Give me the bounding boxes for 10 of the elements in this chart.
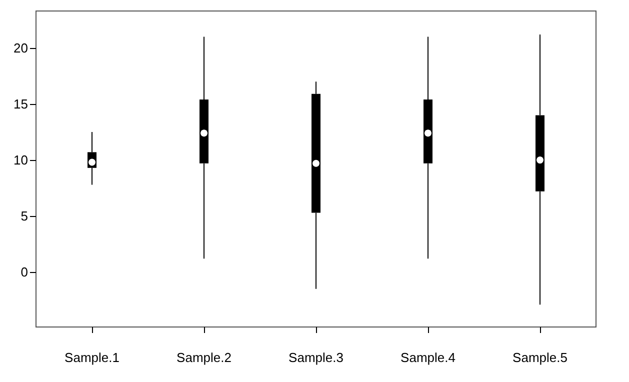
x-tick-label: Sample.4	[400, 350, 456, 365]
y-tick-label: 5	[20, 208, 28, 224]
y-tick-label: 20	[14, 40, 28, 56]
y-tick-label: 0	[20, 264, 28, 280]
y-tick-label: 10	[14, 152, 28, 168]
x-tick-label: Sample.5	[512, 350, 568, 365]
x-tick-label: Sample.3	[288, 350, 344, 365]
y-tick-label: 15	[14, 96, 28, 112]
x-tick-label: Sample.1	[64, 350, 120, 365]
x-tick-label: Sample.2	[176, 350, 232, 365]
